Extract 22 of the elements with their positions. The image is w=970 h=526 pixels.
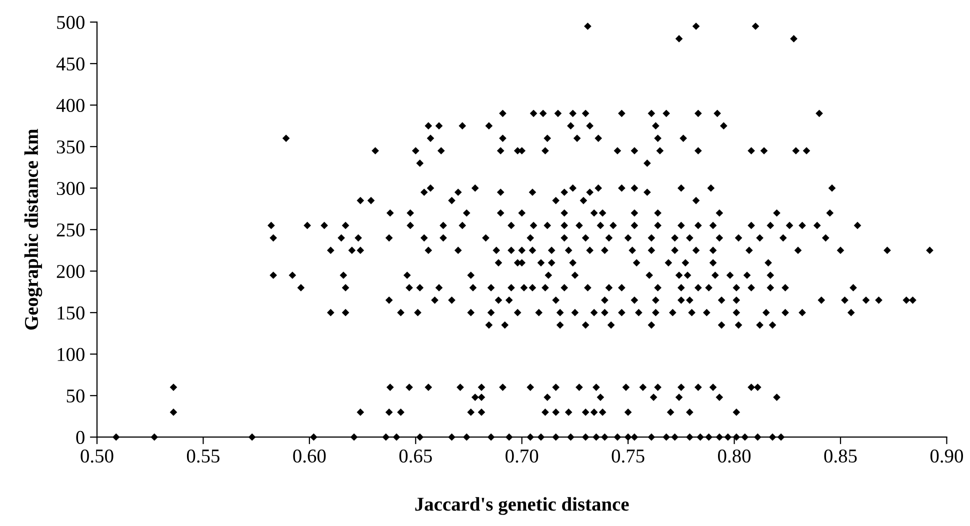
y-tick-label: 500: [57, 16, 84, 30]
x-tick-label: 0.55: [186, 449, 220, 463]
x-tick-label: 0.75: [612, 449, 644, 463]
x-tick-label: 0.60: [293, 449, 326, 463]
x-tick-label: 0.65: [399, 449, 432, 463]
y-tick-label: 100: [58, 348, 84, 362]
y-tick-label: 250: [56, 223, 84, 237]
y-axis-title: Geographic distance km: [24, 128, 42, 330]
y-tick-label: 150: [58, 306, 84, 320]
y-tick-label: 0: [76, 430, 84, 444]
y-tick-label: 300: [56, 182, 84, 196]
x-tick-label: 0.90: [930, 449, 963, 463]
x-tick-label: 0.80: [718, 449, 751, 463]
y-tick-label: 200: [56, 264, 84, 278]
x-tick-label: 0.70: [506, 449, 538, 463]
x-tick-label: 0.50: [80, 449, 114, 463]
y-tick-label: 400: [56, 98, 84, 112]
x-tick-label: 0.85: [824, 449, 857, 463]
x-axis-title: Jaccard's genetic distance: [415, 497, 629, 515]
y-tick-label: 50: [66, 389, 84, 403]
y-tick-label: 450: [56, 57, 84, 71]
y-tick-label: 350: [56, 140, 84, 154]
